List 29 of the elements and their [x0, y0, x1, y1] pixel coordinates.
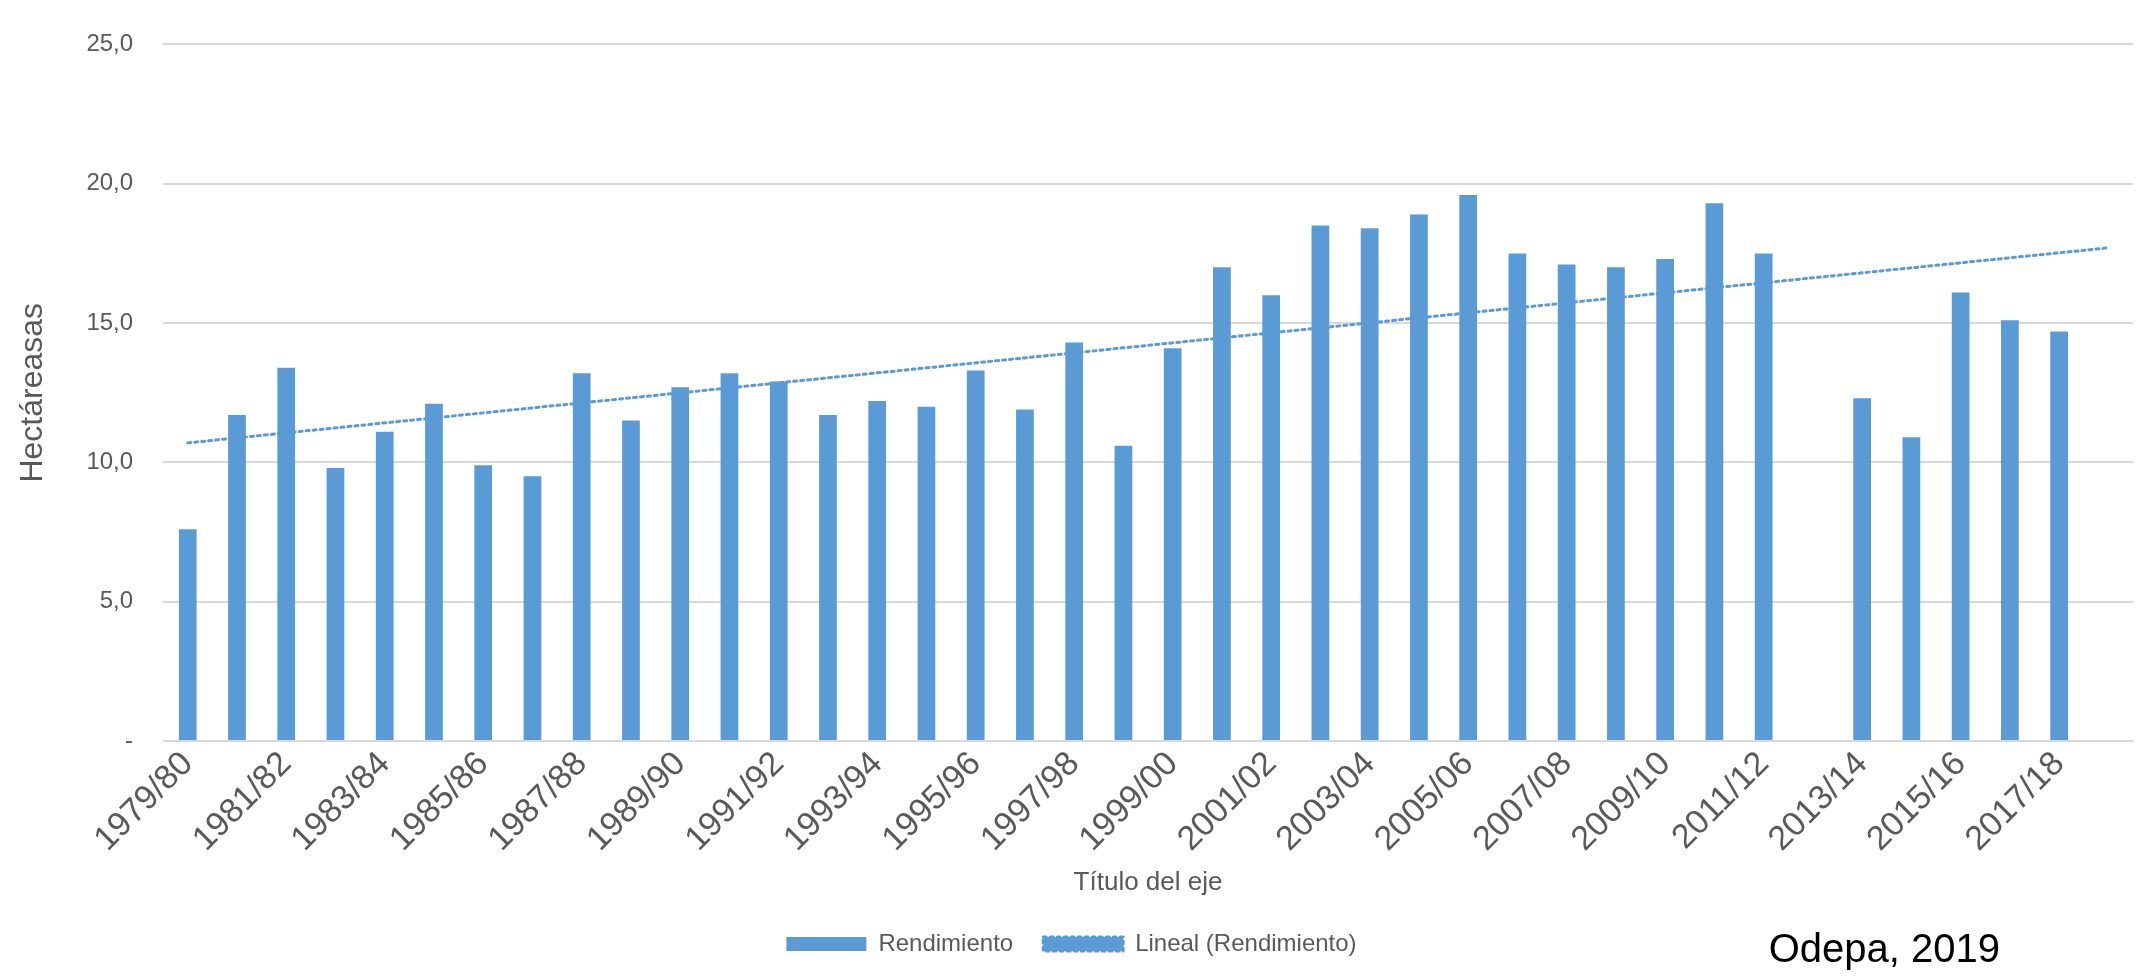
bar: [1902, 437, 1921, 741]
y-axis-title: Hectáreasas: [13, 302, 50, 483]
bar: [375, 431, 394, 741]
bar: [2050, 331, 2068, 741]
bar: [474, 465, 493, 741]
x-axis-title: Título del eje: [1073, 865, 1223, 896]
y-tick-label: -: [125, 725, 134, 753]
bar: [1016, 409, 1034, 741]
y-tick-label: 10,0: [86, 447, 134, 475]
bar: [966, 370, 985, 741]
y-tick-label: 20,0: [86, 168, 134, 196]
bar: [1114, 445, 1133, 741]
bar: [1951, 292, 1970, 741]
bar: [1853, 398, 1872, 741]
bar: [523, 476, 542, 741]
bar: [622, 420, 640, 741]
bar: [1163, 348, 1182, 741]
bar: [326, 467, 345, 741]
y-tick-label: 5,0: [99, 586, 134, 614]
bar: [868, 401, 887, 741]
y-tick-label: 15,0: [86, 307, 134, 335]
y-tick-label: 25,0: [86, 29, 134, 57]
legend-label: Rendimiento: [878, 928, 1014, 956]
text: Odepa, 2019: [1768, 926, 2000, 970]
bar: [2001, 320, 2019, 741]
legend-label: Lineal (Rendimiento): [1135, 928, 1357, 956]
bar: [917, 406, 936, 741]
bar: [178, 529, 197, 741]
bar: [819, 415, 837, 741]
